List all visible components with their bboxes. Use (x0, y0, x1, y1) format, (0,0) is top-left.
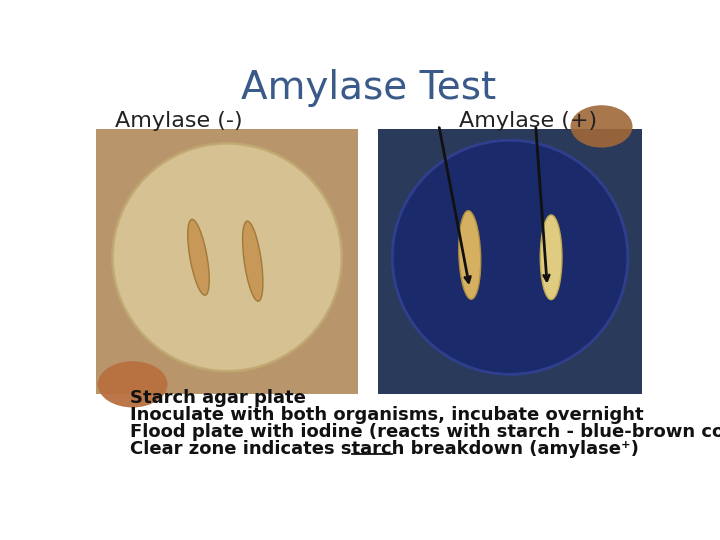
Text: Amylase (+): Amylase (+) (459, 111, 597, 131)
Ellipse shape (570, 105, 632, 147)
Text: Inoculate with both organisms, incubate overnight: Inoculate with both organisms, incubate … (130, 406, 644, 424)
Bar (378, 129, 642, 394)
Text: Clear zone indicates starch breakdown (amylase⁺): Clear zone indicates starch breakdown (a… (130, 440, 639, 458)
Ellipse shape (188, 219, 210, 295)
Ellipse shape (98, 361, 168, 408)
Text: Amylase Test: Amylase Test (241, 69, 497, 107)
Bar (96, 129, 358, 394)
Circle shape (112, 143, 342, 372)
Ellipse shape (540, 215, 562, 300)
Text: Flood plate with iodine (reacts with starch - blue-brown color): Flood plate with iodine (reacts with sta… (130, 423, 720, 441)
Circle shape (392, 140, 628, 374)
Ellipse shape (243, 221, 263, 301)
Ellipse shape (459, 211, 481, 299)
Text: Starch agar plate: Starch agar plate (130, 389, 306, 407)
Text: Amylase (-): Amylase (-) (115, 111, 243, 131)
